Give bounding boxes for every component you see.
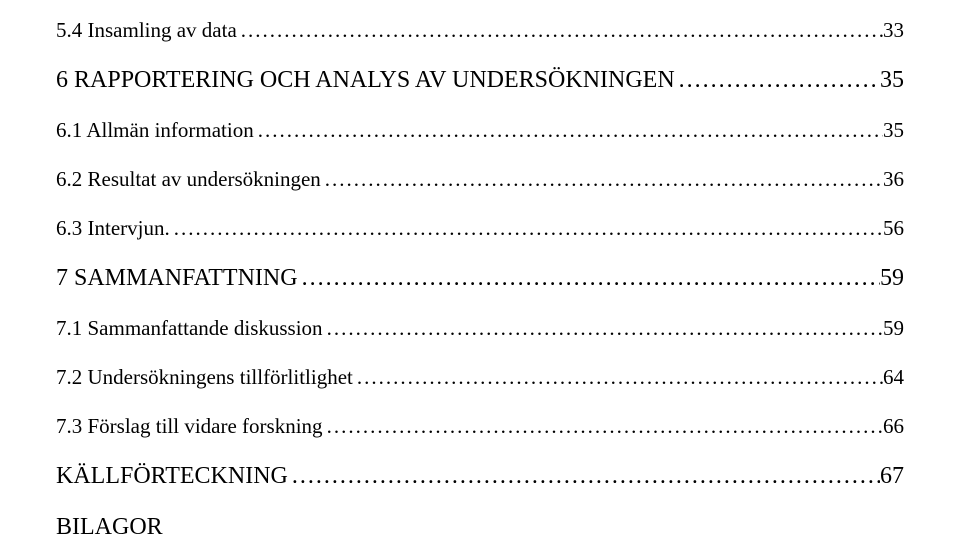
toc-entry: 6.3 Intervjun. .........................… xyxy=(56,216,904,241)
toc-entry: 6.1 Allmän information .................… xyxy=(56,118,904,143)
toc-leader: ........................................… xyxy=(675,67,880,94)
toc-leader: ........................................… xyxy=(353,365,883,390)
toc-leader: ........................................… xyxy=(298,265,880,292)
toc-label: BILAGOR xyxy=(56,514,163,540)
toc-label: 7.3 Förslag till vidare forskning xyxy=(56,414,323,439)
toc-page-number: 35 xyxy=(883,118,904,143)
toc-leader: ........................................… xyxy=(237,18,883,43)
toc-entry: 6 RAPPORTERING OCH ANALYS AV UNDERSÖKNIN… xyxy=(56,67,904,94)
toc-leader: ........................................… xyxy=(170,216,883,241)
toc-label: 6.2 Resultat av undersökningen xyxy=(56,167,321,192)
toc-entry: 7.3 Förslag till vidare forskning ......… xyxy=(56,414,904,439)
toc-label: 6 RAPPORTERING OCH ANALYS AV UNDERSÖKNIN… xyxy=(56,67,675,94)
toc-entry: 5.4 Insamling av data ..................… xyxy=(56,18,904,43)
toc-label: 7 SAMMANFATTNING xyxy=(56,265,298,292)
toc-label: 6.1 Allmän information xyxy=(56,118,254,143)
toc-entry: KÄLLFÖRTECKNING ........................… xyxy=(56,463,904,490)
toc-page-number: 36 xyxy=(883,167,904,192)
toc-page-number: 33 xyxy=(883,18,904,43)
toc-entry: 7.2 Undersökningens tillförlitlighet ...… xyxy=(56,365,904,390)
toc-label: 7.1 Sammanfattande diskussion xyxy=(56,316,323,341)
toc-label: 6.3 Intervjun. xyxy=(56,216,170,241)
toc-leader: ........................................… xyxy=(321,167,883,192)
toc-page-number: 59 xyxy=(883,316,904,341)
toc-entry: 6.2 Resultat av undersökningen .........… xyxy=(56,167,904,192)
toc-entry: 7.1 Sammanfattande diskussion ..........… xyxy=(56,316,904,341)
toc-label: KÄLLFÖRTECKNING xyxy=(56,463,288,490)
toc-page-number: 67 xyxy=(880,463,904,490)
toc-label: 7.2 Undersökningens tillförlitlighet xyxy=(56,365,353,390)
toc-label: 5.4 Insamling av data xyxy=(56,18,237,43)
toc-entry: 7 SAMMANFATTNING .......................… xyxy=(56,265,904,292)
toc-page-number: 66 xyxy=(883,414,904,439)
toc-page-number: 35 xyxy=(880,67,904,94)
toc-page-number: 64 xyxy=(883,365,904,390)
toc-entry: BILAGOR xyxy=(56,514,904,541)
toc-leader: ........................................… xyxy=(323,316,883,341)
toc-page-number: 56 xyxy=(883,216,904,241)
toc-page: 5.4 Insamling av data ..................… xyxy=(0,0,960,541)
toc-leader: ........................................… xyxy=(323,414,883,439)
toc-page-number: 59 xyxy=(880,265,904,292)
toc-leader: ........................................… xyxy=(254,118,883,143)
toc-leader: ........................................… xyxy=(288,463,880,490)
